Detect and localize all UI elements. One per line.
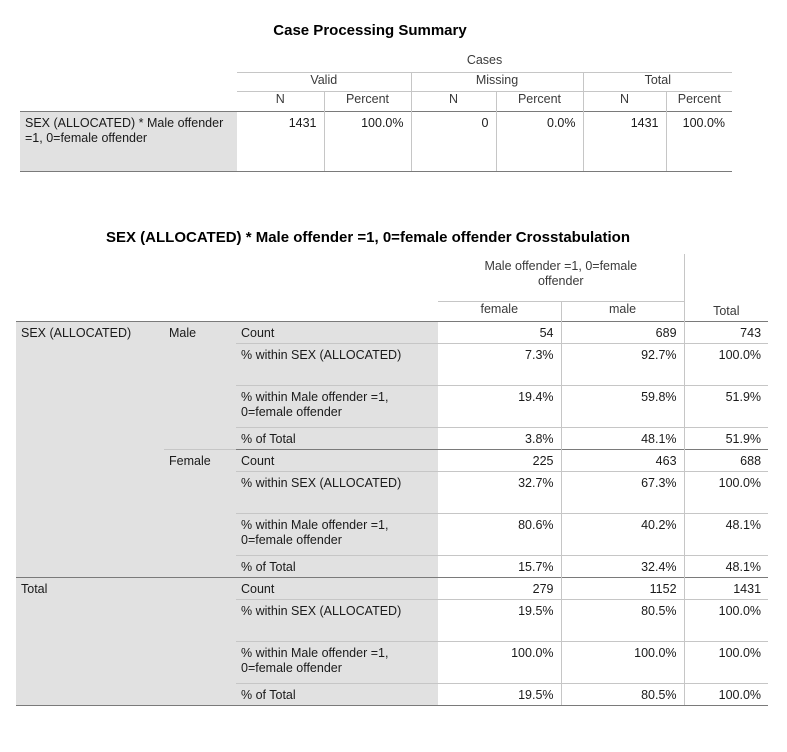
total-value: 48.1% bbox=[683, 554, 769, 577]
female-value: 19.5% bbox=[438, 598, 562, 641]
total-value: 1431 bbox=[683, 576, 769, 599]
total-percent-value: 100.0% bbox=[666, 110, 733, 172]
cases-header: Cases bbox=[466, 53, 503, 67]
stat-label: % of Total bbox=[236, 554, 439, 577]
total-value: 100.0% bbox=[683, 598, 769, 641]
valid-percent-header: Percent bbox=[324, 90, 411, 111]
total-value: 100.0% bbox=[683, 470, 769, 513]
stat-label: % of Total bbox=[236, 682, 439, 706]
male-value: 32.4% bbox=[561, 554, 685, 577]
male-value: 100.0% bbox=[561, 640, 685, 683]
female-col-header: female bbox=[438, 300, 562, 321]
row-group-label: Male bbox=[164, 320, 236, 449]
stat-label: % within Male offender =1, 0=female offe… bbox=[236, 512, 439, 555]
male-value: 689 bbox=[561, 320, 685, 343]
female-value: 32.7% bbox=[438, 470, 562, 513]
male-value: 80.5% bbox=[561, 682, 685, 706]
table-row: % of Total 19.5% 80.5% 100.0% bbox=[16, 682, 769, 706]
missing-percent-value: 0.0% bbox=[496, 110, 583, 172]
female-value: 7.3% bbox=[438, 342, 562, 385]
female-value: 15.7% bbox=[438, 554, 562, 577]
total-header: Total bbox=[582, 71, 733, 91]
table-row: % within SEX (ALLOCATED) 32.7% 67.3% 100.0% bbox=[16, 470, 769, 513]
table-row: Female Count 225 463 688 bbox=[16, 448, 769, 577]
total-value: 100.0% bbox=[683, 682, 769, 706]
male-value: 92.7% bbox=[561, 342, 685, 385]
stat-label: % within SEX (ALLOCATED) bbox=[236, 470, 439, 513]
table-row: Total Count 279 1152 1431 bbox=[16, 576, 769, 706]
stat-label: % within SEX (ALLOCATED) bbox=[236, 342, 439, 385]
stat-label: % of Total bbox=[236, 426, 439, 449]
table-row: % within SEX (ALLOCATED) 19.5% 80.5% 100.0% bbox=[16, 598, 769, 641]
female-value: 225 bbox=[438, 448, 562, 471]
male-value: 40.2% bbox=[561, 512, 685, 555]
male-col-header: male bbox=[561, 300, 685, 321]
stat-label: % within Male offender =1, 0=female offe… bbox=[236, 640, 439, 683]
stat-label: Count bbox=[236, 320, 439, 343]
missing-percent-header: Percent bbox=[496, 90, 583, 111]
total-col-header: Total bbox=[683, 301, 769, 321]
male-value: 463 bbox=[561, 448, 685, 471]
missing-header: Missing bbox=[410, 71, 583, 91]
stat-label: % within Male offender =1, 0=female offe… bbox=[236, 384, 439, 427]
crosstab-title: SEX (ALLOCATED) * Male offender =1, 0=fe… bbox=[106, 229, 630, 246]
row-var-label: SEX (ALLOCATED) bbox=[16, 320, 164, 577]
missing-n-header: N bbox=[410, 90, 497, 111]
stat-label: Count bbox=[236, 448, 439, 471]
total-n-value: 1431 bbox=[582, 110, 667, 172]
valid-percent-value: 100.0% bbox=[324, 110, 411, 172]
female-value: 100.0% bbox=[438, 640, 562, 683]
row-group-label: Total bbox=[16, 576, 236, 706]
total-value: 743 bbox=[683, 320, 769, 343]
table-row: % within Male offender =1, 0=female offe… bbox=[16, 384, 769, 427]
total-value: 100.0% bbox=[683, 342, 769, 385]
case-summary-row-label: SEX (ALLOCATED) * Male offender =1, 0=fe… bbox=[20, 110, 237, 172]
valid-header: Valid bbox=[237, 71, 411, 91]
row-group-label: Female bbox=[164, 448, 236, 577]
col-var-header: Male offender =1, 0=female offender bbox=[484, 259, 638, 288]
female-value: 279 bbox=[438, 576, 562, 599]
case-summary-table: Cases Valid Missing Total N Percent N Pe… bbox=[20, 53, 733, 172]
crosstab-table: Male offender =1, 0=female offender fema… bbox=[16, 254, 769, 706]
valid-n-value: 1431 bbox=[237, 110, 325, 172]
total-value: 51.9% bbox=[683, 426, 769, 449]
total-n-header: N bbox=[582, 90, 667, 111]
total-value: 51.9% bbox=[683, 384, 769, 427]
female-value: 80.6% bbox=[438, 512, 562, 555]
male-value: 59.8% bbox=[561, 384, 685, 427]
female-value: 19.4% bbox=[438, 384, 562, 427]
table-row: SEX (ALLOCATED) Male Count 54 689 743 bbox=[16, 320, 769, 577]
male-value: 48.1% bbox=[561, 426, 685, 449]
table-row: % within Male offender =1, 0=female offe… bbox=[16, 640, 769, 683]
total-percent-header: Percent bbox=[666, 90, 733, 111]
table-row: % within SEX (ALLOCATED) 7.3% 92.7% 100.0% bbox=[16, 342, 769, 385]
total-value: 688 bbox=[683, 448, 769, 471]
female-value: 19.5% bbox=[438, 682, 562, 706]
missing-n-value: 0 bbox=[410, 110, 497, 172]
total-value: 100.0% bbox=[683, 640, 769, 683]
case-summary-title: Case Processing Summary bbox=[273, 22, 467, 39]
stat-label: % within SEX (ALLOCATED) bbox=[236, 598, 439, 641]
female-value: 54 bbox=[438, 320, 562, 343]
total-value: 48.1% bbox=[683, 512, 769, 555]
table-row: % within Male offender =1, 0=female offe… bbox=[16, 512, 769, 555]
stat-label: Count bbox=[236, 576, 439, 599]
valid-n-header: N bbox=[237, 90, 325, 111]
male-value: 67.3% bbox=[561, 470, 685, 513]
male-value: 80.5% bbox=[561, 598, 685, 641]
male-value: 1152 bbox=[561, 576, 685, 599]
female-value: 3.8% bbox=[438, 426, 562, 449]
table-row: % of Total 15.7% 32.4% 48.1% bbox=[16, 554, 769, 577]
table-row: % of Total 3.8% 48.1% 51.9% bbox=[16, 426, 769, 449]
